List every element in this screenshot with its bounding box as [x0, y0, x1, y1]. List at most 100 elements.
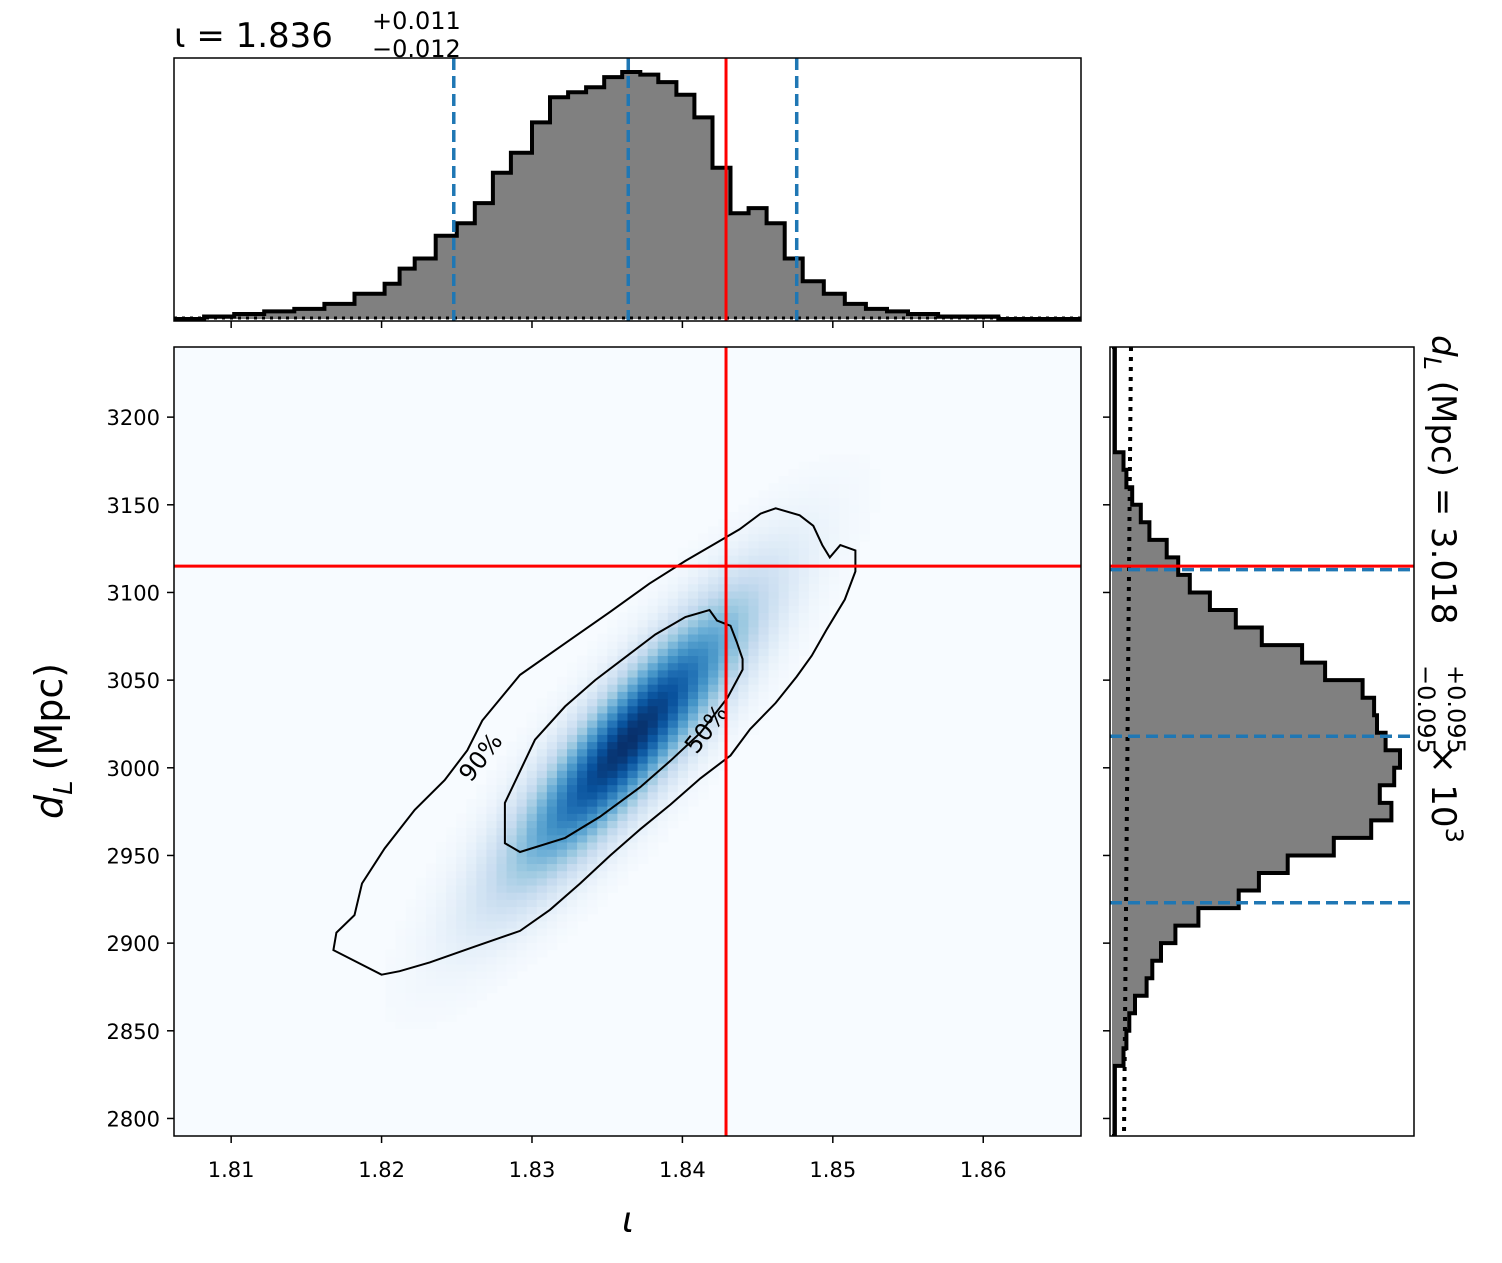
- density-cell: [738, 719, 750, 728]
- density-cell: [587, 906, 598, 915]
- density-cell: [556, 892, 568, 900]
- density-cell: [506, 906, 518, 915]
- density-cell: [617, 712, 629, 721]
- density-cell: [798, 633, 810, 642]
- density-cell: [738, 676, 750, 685]
- density-cell: [698, 777, 709, 786]
- density-cell: [677, 583, 689, 592]
- density-cell: [577, 899, 588, 908]
- density-cell: [738, 583, 750, 592]
- density-cell: [718, 705, 729, 714]
- density-cell: [677, 648, 689, 657]
- density-cell: [556, 863, 568, 872]
- density-cell: [738, 590, 750, 599]
- density-cell: [466, 963, 477, 972]
- density-cell: [546, 755, 558, 764]
- density-cell: [466, 820, 477, 829]
- density-cell: [476, 942, 488, 951]
- density-cell: [597, 899, 608, 908]
- density-cell: [748, 533, 760, 542]
- density-cell: [506, 820, 518, 829]
- density-cell: [627, 834, 639, 843]
- density-cell: [677, 641, 689, 649]
- density-cell: [456, 942, 467, 951]
- density-cell: [758, 526, 770, 535]
- density-cell: [587, 770, 598, 778]
- density-cell: [546, 942, 558, 951]
- density-cell: [677, 590, 689, 599]
- density-cell: [617, 698, 629, 707]
- density-cell: [617, 870, 629, 879]
- density-cell: [486, 870, 498, 879]
- density-cell: [627, 641, 639, 649]
- density-cell: [526, 906, 538, 915]
- density-cell: [758, 698, 770, 707]
- density-cell: [798, 605, 810, 613]
- density-cell: [476, 892, 488, 900]
- density-cell: [496, 820, 508, 829]
- density-cell: [829, 483, 840, 492]
- density-cell: [768, 555, 780, 563]
- density-cell: [637, 712, 649, 721]
- density-cell: [607, 884, 619, 893]
- density-cell: [657, 798, 669, 807]
- density-cell: [607, 791, 619, 800]
- y-axis-label: dL (Mpc): [27, 663, 79, 819]
- density-cell: [687, 569, 699, 578]
- density-cell: [425, 942, 437, 951]
- density-cell: [849, 511, 860, 520]
- density-cell: [778, 490, 790, 499]
- density-cell: [526, 813, 538, 821]
- density-cell: [476, 906, 488, 915]
- density-cell: [597, 727, 608, 735]
- density-cell: [567, 820, 578, 829]
- density-cell: [637, 820, 649, 829]
- density-cell: [446, 913, 457, 922]
- density-cell: [506, 949, 518, 958]
- density-cell: [587, 684, 598, 692]
- density-cell: [677, 813, 689, 821]
- density-cell: [546, 856, 558, 865]
- density-cell: [415, 971, 427, 979]
- density-cell: [758, 590, 770, 599]
- density-cell: [808, 619, 820, 628]
- density-cell: [667, 734, 679, 743]
- density-cell: [627, 605, 639, 613]
- density-cell: [466, 971, 477, 979]
- density-cell: [748, 727, 760, 735]
- density-cell: [415, 1014, 427, 1022]
- density-cell: [728, 676, 739, 685]
- density-cell: [778, 684, 790, 692]
- density-cell: [456, 849, 467, 857]
- density-cell: [425, 1014, 437, 1022]
- density-cell: [456, 920, 467, 929]
- density-cell: [687, 547, 699, 556]
- density-cell: [869, 504, 881, 513]
- density-cell: [446, 863, 457, 872]
- density-cell: [607, 741, 619, 750]
- density-cell: [425, 920, 437, 929]
- density-cell: [647, 798, 659, 807]
- density-cell: [536, 856, 548, 865]
- density-cell: [687, 684, 699, 692]
- density-cell: [637, 777, 649, 786]
- density-cell: [546, 705, 558, 714]
- density-cell: [778, 619, 790, 628]
- density-cell: [587, 820, 598, 829]
- density-cell: [587, 877, 598, 886]
- density-cell: [708, 655, 719, 664]
- density-cell: [647, 791, 659, 800]
- density-cell: [778, 519, 790, 527]
- density-cell: [405, 949, 417, 958]
- density-cell: [395, 1021, 407, 1030]
- density-cell: [728, 719, 739, 728]
- density-cell: [587, 648, 598, 657]
- density-cell: [849, 454, 860, 463]
- density-cell: [516, 834, 528, 843]
- density-cell: [708, 734, 719, 743]
- density-cell: [637, 770, 649, 778]
- density-cell: [466, 985, 477, 994]
- density-cell: [597, 856, 608, 865]
- density-cell: [486, 834, 498, 843]
- density-cell: [738, 641, 750, 649]
